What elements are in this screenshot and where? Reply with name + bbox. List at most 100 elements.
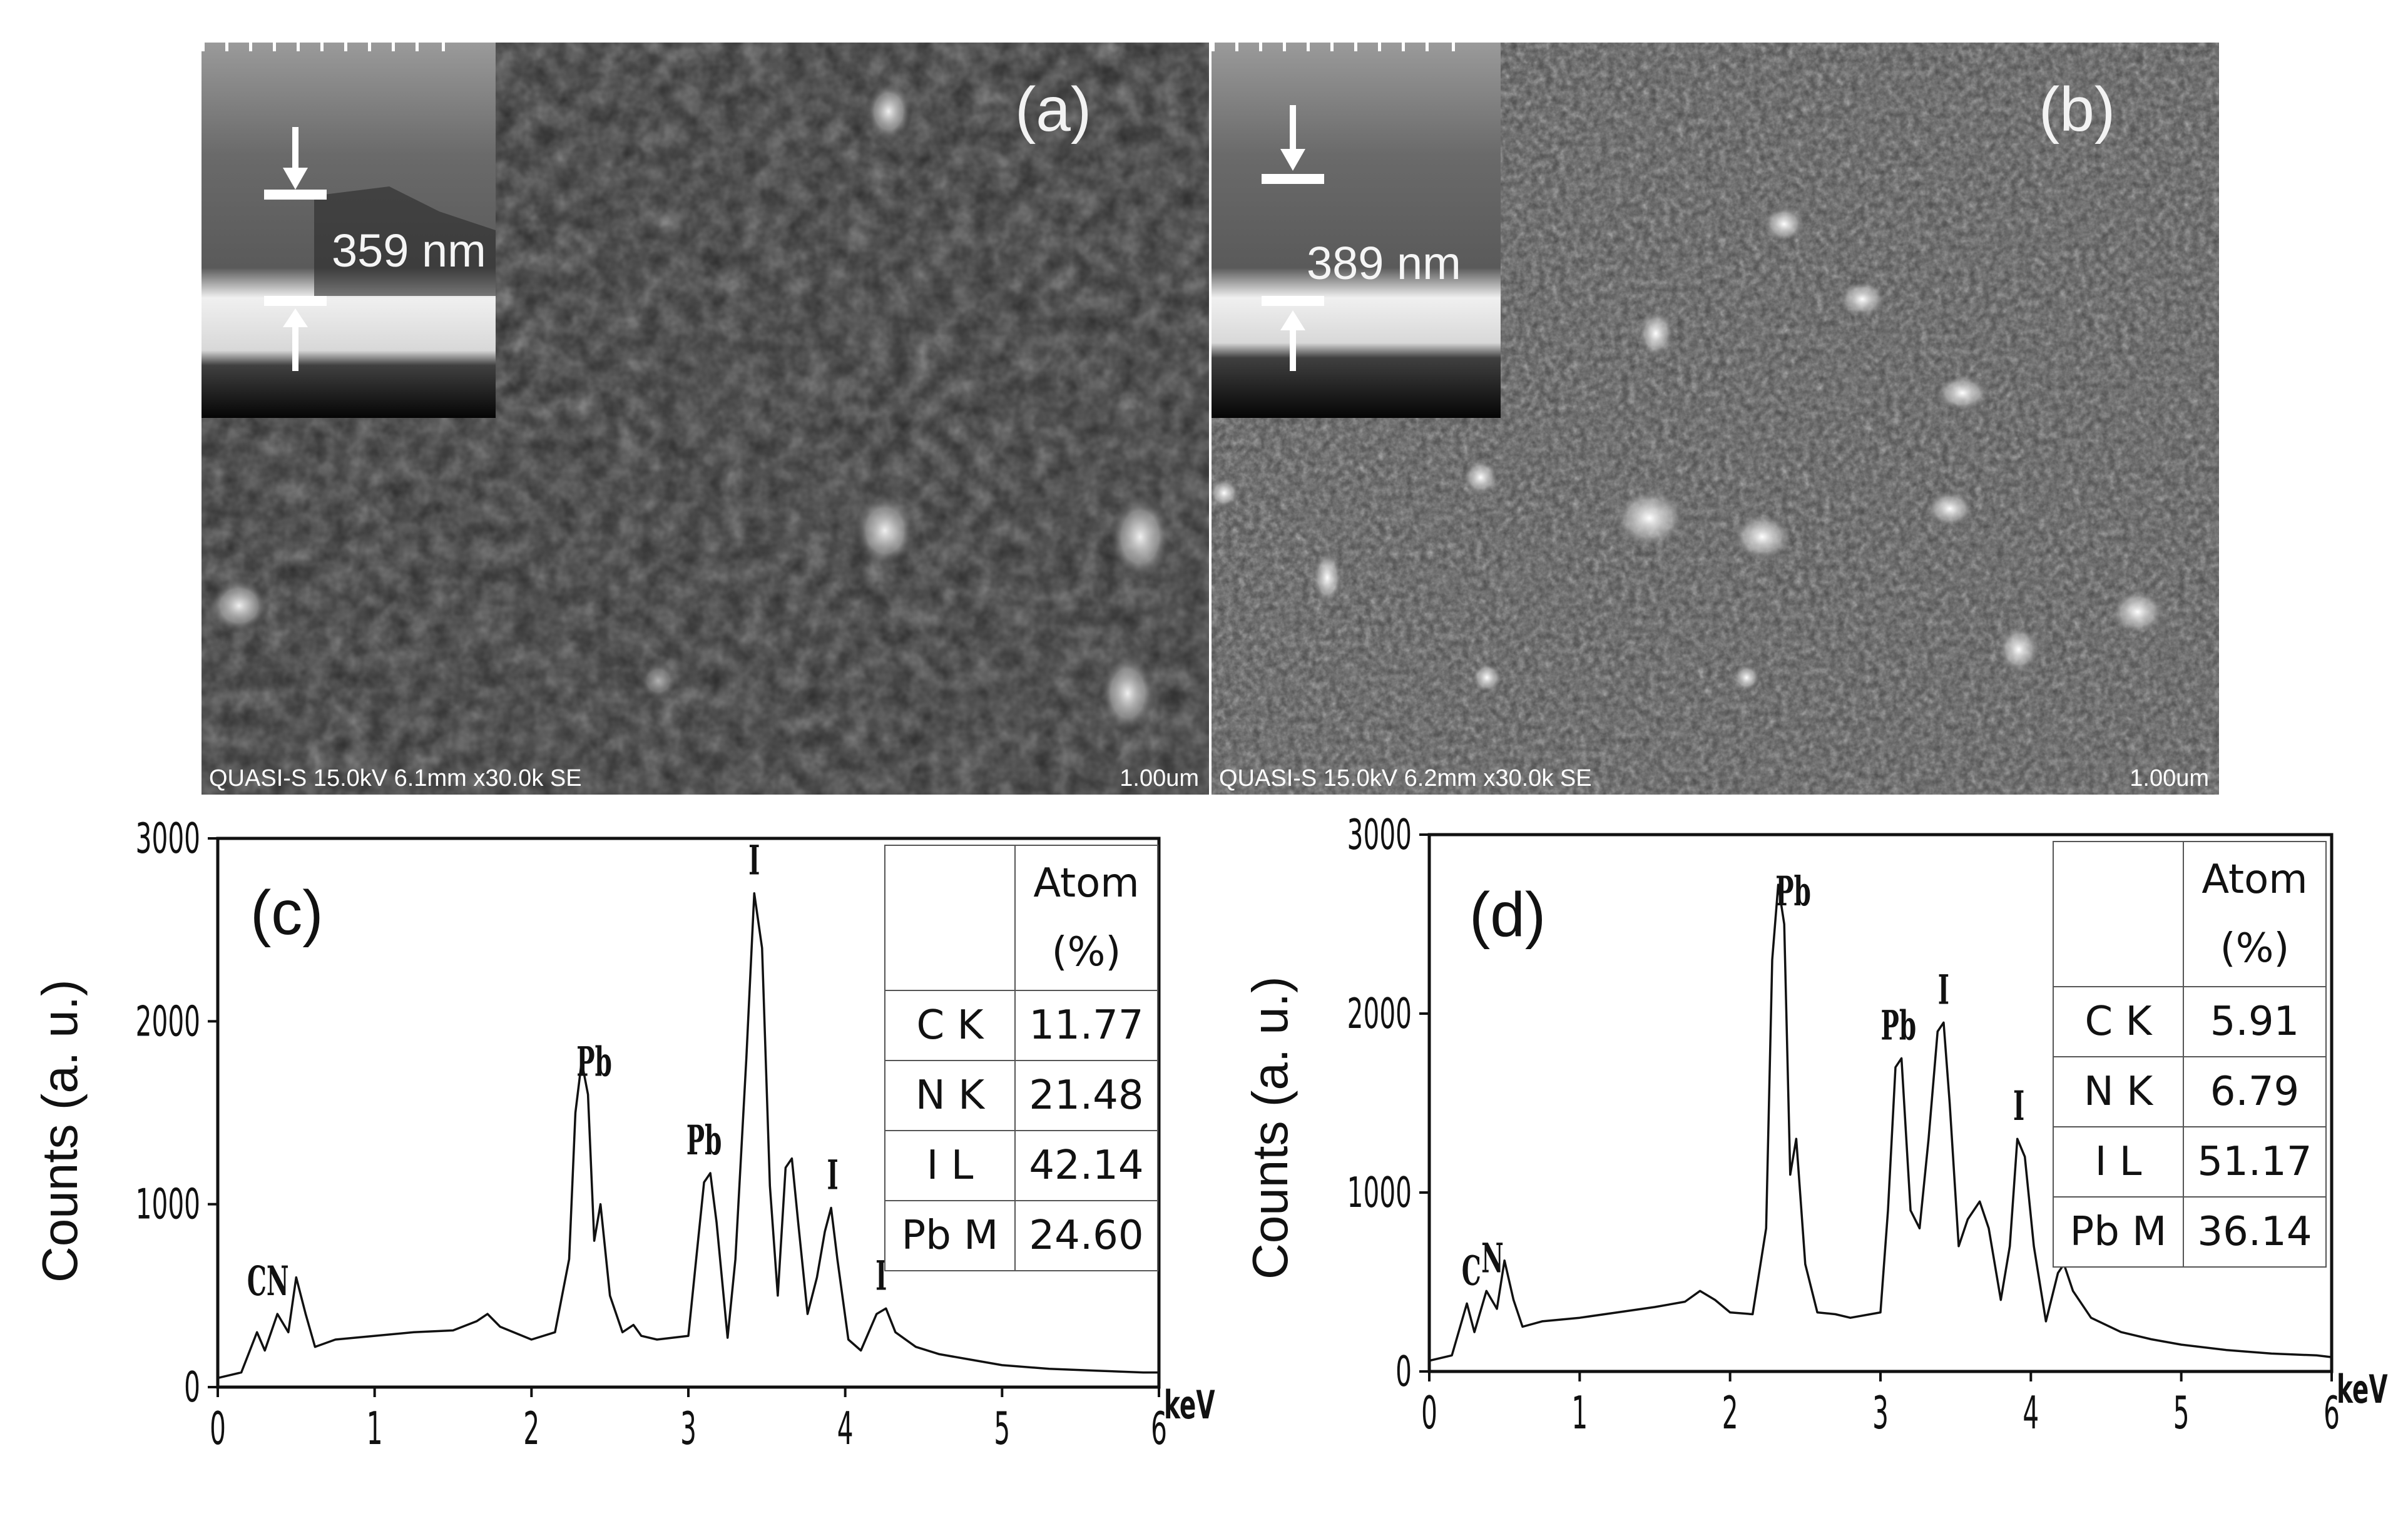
x-tick-label: 6 [1151,1401,1167,1455]
element-name: I L [884,1130,1016,1201]
peak-label: I [748,837,760,884]
thickness-label-b: 389 nm [1307,237,1461,289]
table-row: N K 6.79 [2053,1056,2327,1127]
x-tick-label: 4 [2023,1386,2039,1439]
element-name: N K [884,1060,1016,1131]
element-name: C K [884,990,1016,1061]
table-header-line2: (%) [1051,929,1121,975]
table-header-line2: (%) [2220,925,2290,972]
peak-label: I [1938,966,1949,1014]
thickness-label-a: 359 nm [332,225,486,277]
instrument-info-a: QUASI-S 15.0kV 6.1mm x30.0k SE [209,765,582,791]
peak-label: N [1481,1234,1504,1282]
y-tick-label: 1000 [1347,1169,1412,1218]
table-row: C K 5.91 [2053,986,2327,1057]
element-name: I L [2053,1126,2184,1198]
peak-label: CN [247,1257,289,1305]
table-header-row: Atom (%) [884,845,1158,991]
arrow-down-icon [264,127,327,200]
table-row: I L 42.14 [884,1130,1158,1201]
x-tick-label: 6 [2324,1386,2340,1439]
table-row: C K 11.77 [884,990,1158,1061]
y-tick-label: 0 [1395,1348,1412,1396]
composition-table-c: Atom (%) C K 11.77 N K 21.48 I L 42.14 Pb M… [884,845,1158,1271]
x-tick-label: 5 [994,1401,1010,1455]
table-header-row: Atom (%) [2053,841,2327,987]
y-tick-label: 2000 [136,998,200,1046]
element-name: Pb M [2053,1196,2184,1268]
element-name: Pb M [884,1200,1016,1271]
element-name: N K [2053,1056,2184,1127]
panel-label-d: (d) [1469,880,1546,950]
atom-percent: 21.48 [1014,1060,1158,1131]
table-header-line1: Atom [1033,860,1140,907]
atom-percent: 51.17 [2183,1126,2327,1198]
table-header-line1: Atom [2201,857,2308,903]
peak-label: I [2013,1082,2024,1130]
atom-percent: 24.60 [1014,1200,1158,1271]
x-tick-label: 2 [523,1401,539,1455]
sem-image-a: 359 nm (a) QUASI-S 15.0kV 6.1mm x30.0k S… [202,43,1209,795]
atom-percent: 36.14 [2183,1196,2327,1268]
panel-label-a: (a) [1015,74,1092,145]
scale-label-a: 1.00um [1120,765,1199,791]
y-tick-label: 1000 [136,1181,200,1229]
cross-section-image-a [202,43,496,418]
y-tick-label: 2000 [1347,990,1412,1039]
element-name: C K [2053,986,2184,1057]
table-header-blank [2053,841,2184,987]
x-axis-unit: keV [1164,1383,1215,1428]
eds-plot-c: 0 1 2 3 4 5 6 0 1000 2000 3000 keV CN Pb Pb I I I [136,815,1215,1455]
eds-chart-c: 0 1 2 3 4 5 6 0 1000 2000 3000 keV CN Pb Pb I I I Counts … [0,807,1215,1521]
table-row: Pb M 24.60 [884,1200,1158,1271]
y-tick-label: 3000 [1347,811,1412,860]
x-tick-label: 4 [837,1401,854,1455]
cross-section-inset-a: 359 nm [202,43,496,418]
table-header-blank [884,845,1016,991]
x-tick-label: 5 [2173,1386,2190,1439]
atom-percent: 11.77 [1014,990,1158,1061]
scale-label-b: 1.00um [2130,765,2209,791]
x-tick-label: 0 [1421,1386,1437,1439]
x-tick-label: 3 [1872,1386,1889,1439]
cross-section-image-b [1212,43,1501,418]
y-axis-label-d: Counts (a. u.) [1242,976,1298,1279]
table-header-atom: Atom (%) [2183,841,2327,987]
atom-percent: 42.14 [1014,1130,1158,1201]
panel-label-c: (c) [250,878,324,948]
peak-label: I [827,1151,838,1199]
table-row: N K 21.48 [884,1060,1158,1131]
table-row: Pb M 36.14 [2053,1196,2327,1268]
x-tick-label: 1 [367,1401,383,1455]
arrow-down-icon [1262,105,1324,184]
sem-image-b: 389 nm (b) QUASI-S 15.0kV 6.2mm x30.0k S… [1212,43,2219,795]
x-tick-label: 3 [680,1401,696,1455]
x-tick-label: 2 [1722,1386,1738,1439]
scale-bar-a [202,43,445,51]
x-axis-unit: keV [2337,1368,2388,1413]
peak-label: Pb [1881,1002,1917,1049]
spectrum-line [217,892,1159,1380]
scale-bar-b [1212,43,1455,51]
table-header-atom: Atom (%) [1014,845,1158,991]
peak-label: C [1462,1247,1481,1295]
cross-section-inset-b: 389 nm [1212,43,1501,418]
panel-label-b: (b) [2039,74,2116,145]
composition-table-d: Atom (%) C K 5.91 N K 6.79 I L 51.17 Pb M 36… [2053,841,2327,1268]
atom-percent: 5.91 [2183,986,2327,1057]
arrow-up-icon [1262,296,1324,371]
y-axis-label-c: Counts (a. u.) [32,979,88,1283]
sem-footer-a: QUASI-S 15.0kV 6.1mm x30.0k SE 1.00um [202,765,1209,795]
sem-texture-b [1212,43,2219,795]
y-tick-label: 0 [184,1364,200,1412]
arrow-up-icon [264,296,327,371]
table-row: I L 51.17 [2053,1126,2327,1198]
x-tick-label: 0 [210,1401,226,1455]
sem-footer-b: QUASI-S 15.0kV 6.2mm x30.0k SE 1.00um [1212,765,2219,795]
peak-label: I [875,1252,887,1300]
y-tick-label: 3000 [136,815,200,863]
atom-percent: 6.79 [2183,1056,2327,1127]
spectrum-line [1429,883,2332,1362]
